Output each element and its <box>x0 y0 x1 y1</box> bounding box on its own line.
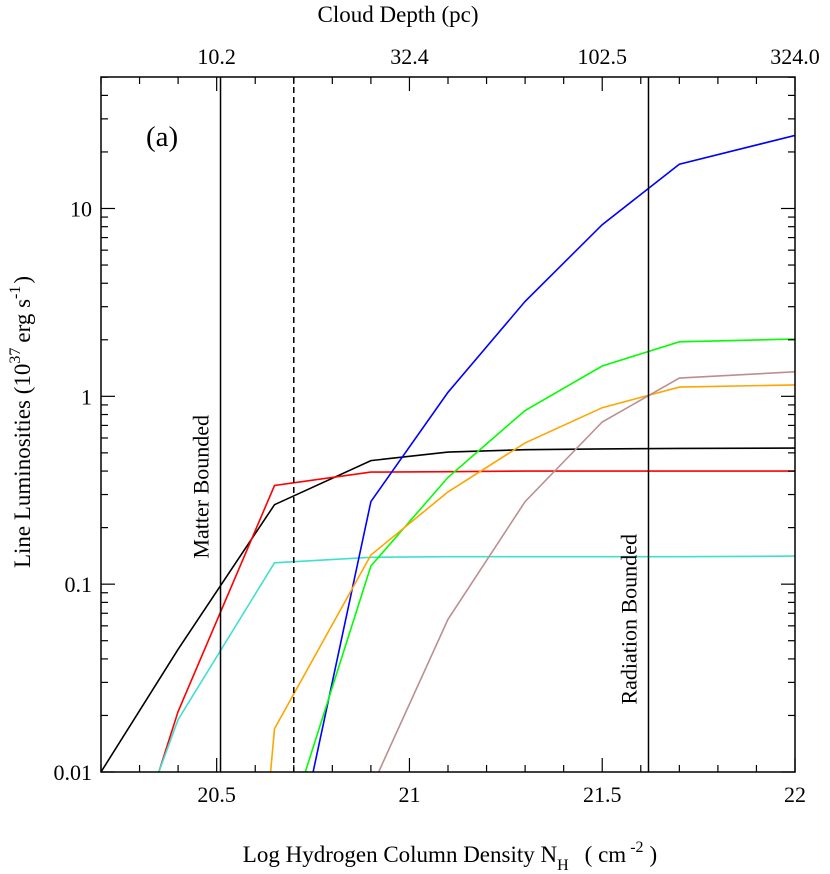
x-axis-title-unit-sup: -2 <box>630 839 643 856</box>
series-layer <box>101 134 795 772</box>
x-tick-label: 22 <box>784 782 806 807</box>
y-axis-title-main: Line Luminosities (10 <box>10 364 35 568</box>
y-axis-title: Line Luminosities (1037 erg s-1) <box>7 276 35 568</box>
panel-label: (a) <box>146 121 178 153</box>
series-line-green <box>304 338 795 772</box>
x-axis-title-main: Log Hydrogen Column Density N <box>243 842 558 867</box>
top-tick-label: 102.5 <box>577 44 627 69</box>
y-tick-label: 0.01 <box>54 760 93 785</box>
top-axis-title: Cloud Depth (pc) <box>318 2 479 27</box>
y-axis-title-close: ) <box>10 276 35 284</box>
series-line-red <box>158 470 795 772</box>
x-tick-label: 21 <box>398 782 420 807</box>
reference-lines: Matter Bounded Radiation Bounded <box>189 77 650 772</box>
x-tick-label: 20.5 <box>197 782 236 807</box>
y-axis-title-mid: erg s <box>10 299 35 343</box>
top-tick-label: 324.0 <box>770 44 820 69</box>
series-line-rosybrown <box>377 371 795 772</box>
y-tick-label: 10 <box>70 196 92 221</box>
y-tick-label: 0.1 <box>65 572 93 597</box>
series-line-black <box>101 447 795 772</box>
reference-line-label-3: Radiation Bounded <box>616 534 641 704</box>
plot-frame <box>100 76 796 773</box>
x-axis-title-sub: H <box>557 857 569 874</box>
x-axis-title: Log Hydrogen Column Density NH ( cm -2) <box>243 839 657 874</box>
axis-ticks: 20.5 21 21.5 22 10.2 32.4 102.5 324.0 0.01 0.1 1 10 <box>54 44 820 807</box>
y-tick-label: 1 <box>81 384 92 409</box>
y-axis-title-sup2: -1 <box>7 286 24 299</box>
reference-line-label-1: Matter Bounded <box>189 415 214 559</box>
x-axis-title-unit-close: ) <box>650 842 658 867</box>
x-axis-title-unit-open: ( cm <box>585 842 627 867</box>
x-tick-label: 21.5 <box>583 782 622 807</box>
series-line-blue <box>312 134 795 772</box>
series-line-orange <box>269 384 795 772</box>
top-tick-label: 32.4 <box>390 44 429 69</box>
top-tick-label: 10.2 <box>197 44 236 69</box>
y-axis-title-sup1: 37 <box>7 348 24 364</box>
series-line-turquoise <box>158 555 795 772</box>
